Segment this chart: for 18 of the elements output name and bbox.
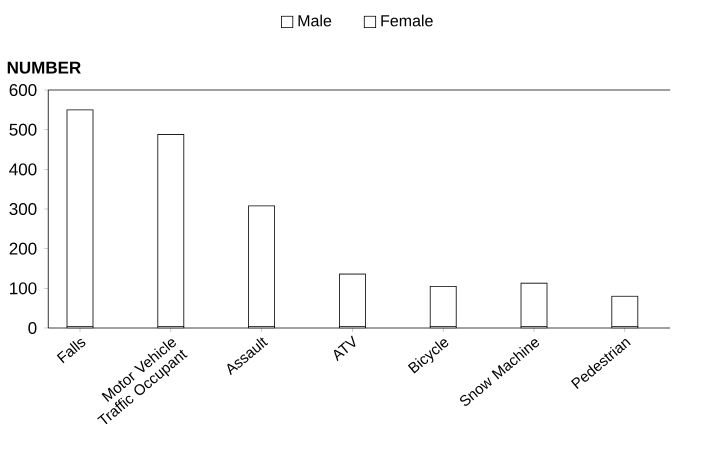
legend-label: Male [298,14,332,26]
y-tick-label: 500 [9,124,36,136]
bar [66,109,94,327]
y-axis-title: NUMBER [8,62,81,74]
legend-label: Female [381,14,433,26]
y-tick-label: 100 [10,282,36,294]
bar [611,296,638,327]
y-tick-label: 0 [28,322,36,334]
bar [248,205,276,327]
y-tick-label: 400 [9,163,36,176]
bar [430,286,457,327]
y-tick-label: 300 [9,203,36,216]
bar [157,134,184,327]
bar [339,274,366,327]
bar [520,282,548,327]
y-tick-label: 600 [10,84,36,96]
x-tick-label: Falls [56,338,86,364]
y-tick-label: 200 [10,242,36,255]
